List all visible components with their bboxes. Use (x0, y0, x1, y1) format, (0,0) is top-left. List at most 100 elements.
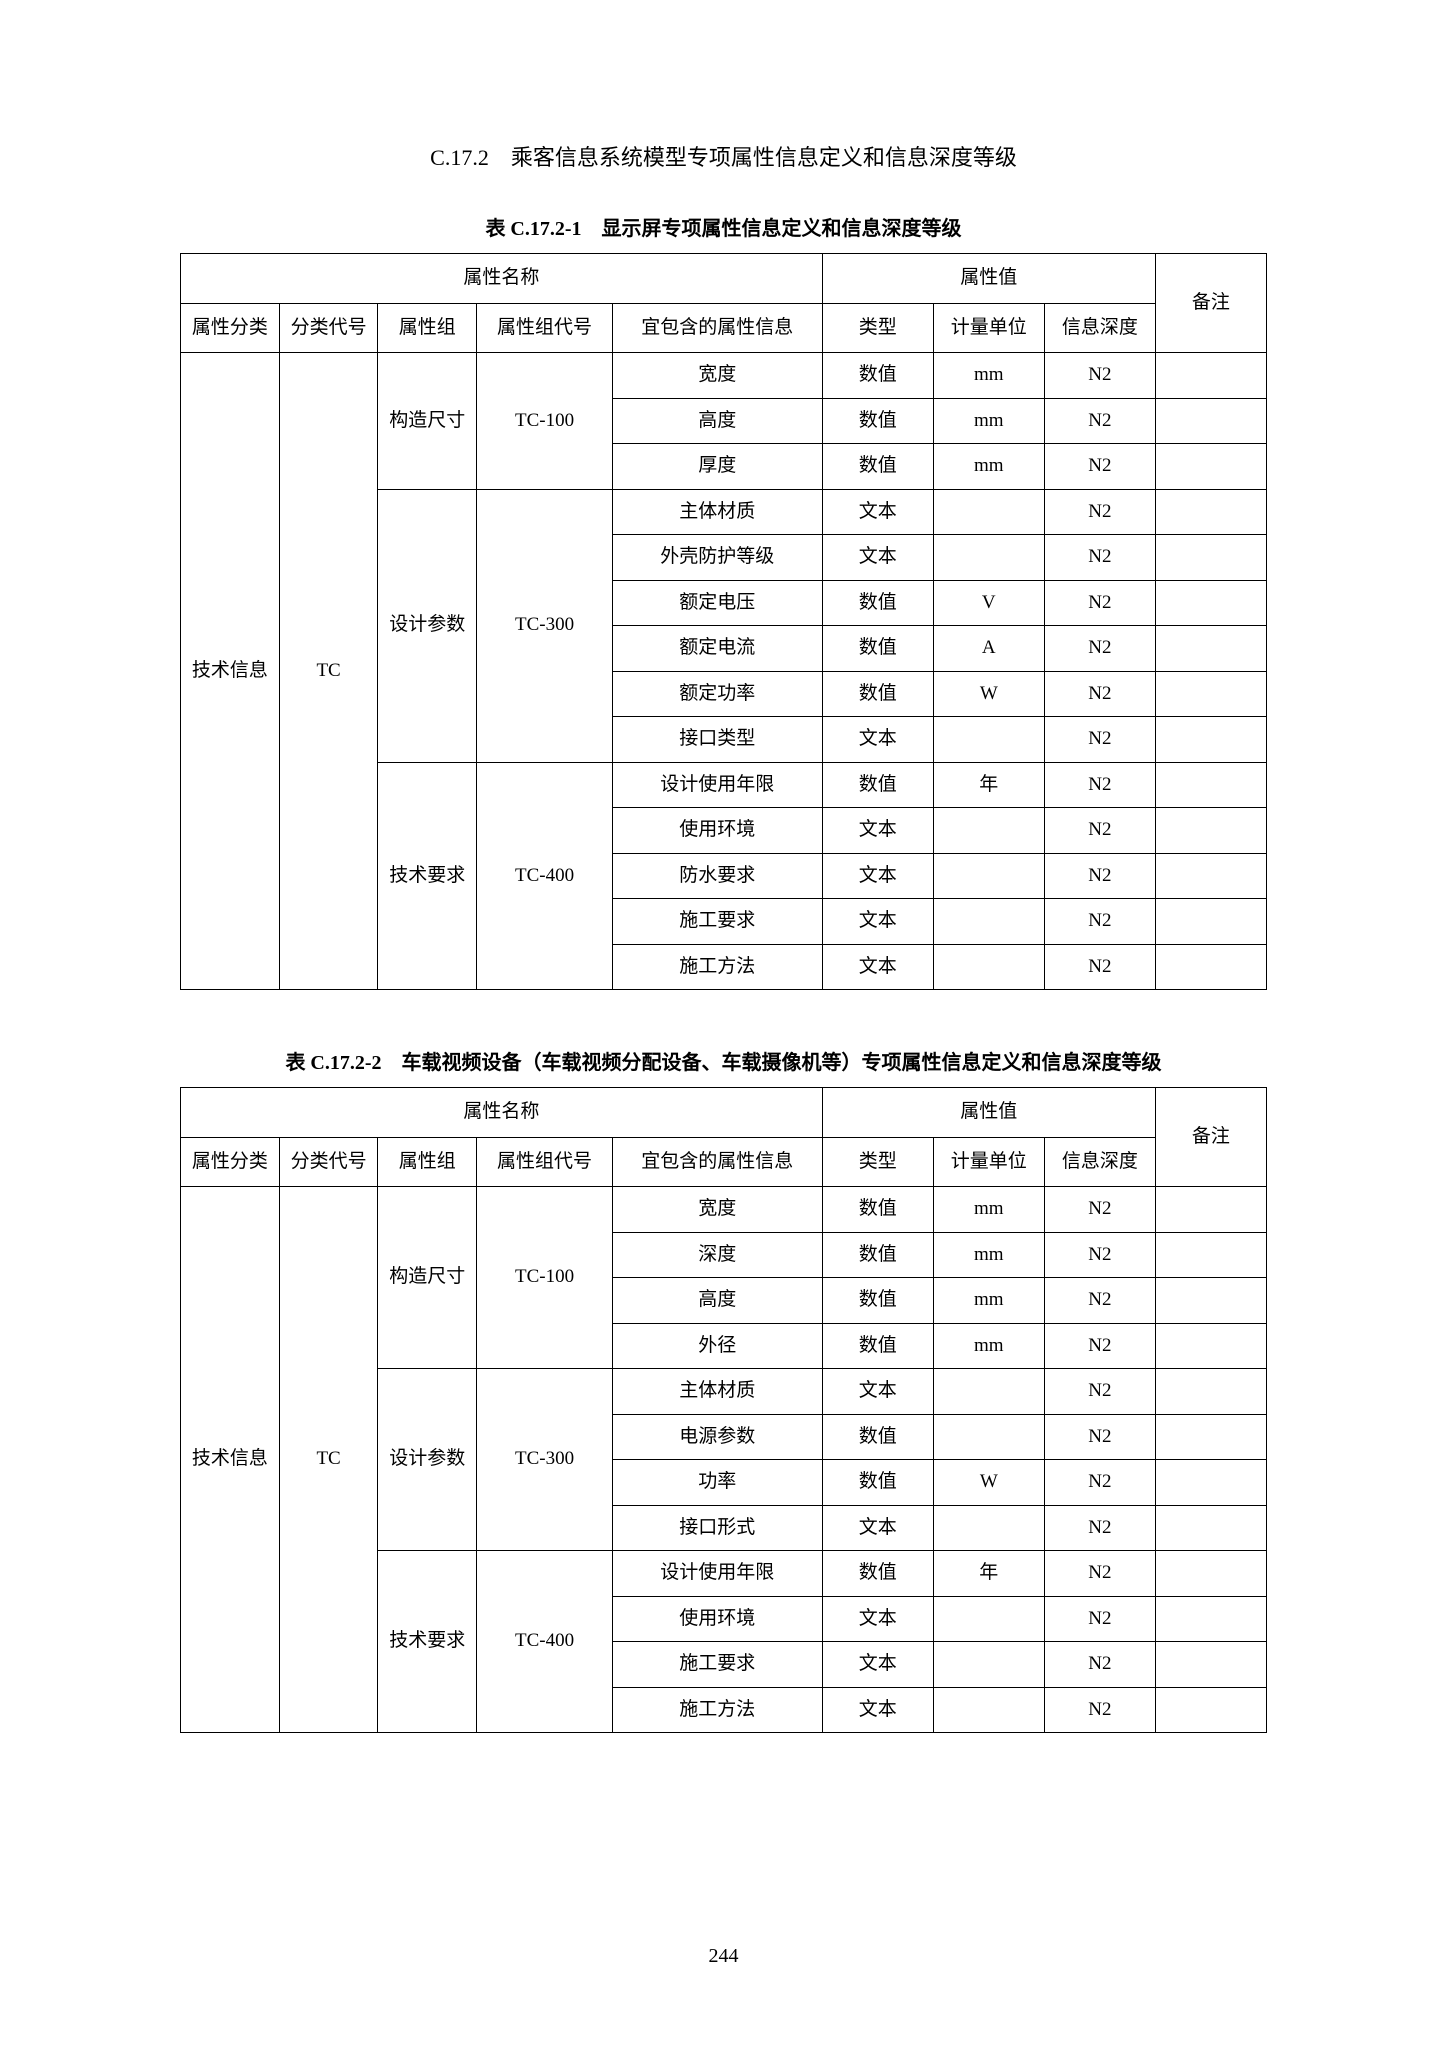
cell-remark (1155, 944, 1266, 990)
header-attr-value: 属性值 (822, 1088, 1155, 1138)
cell-depth: N2 (1044, 1551, 1155, 1597)
table2: 属性名称 属性值 备注 属性分类 分类代号 属性组 属性组代号 宜包含的属性信息… (180, 1087, 1267, 1733)
cell-prop: 接口类型 (612, 717, 822, 763)
cell-prop: 施工要求 (612, 1642, 822, 1688)
cell-depth: N2 (1044, 626, 1155, 672)
cell-group-name: 构造尺寸 (378, 353, 477, 490)
cell-type: 数值 (822, 444, 933, 490)
cell-prop: 高度 (612, 1278, 822, 1324)
cell-depth: N2 (1044, 899, 1155, 945)
cell-type: 文本 (822, 535, 933, 581)
cell-remark (1155, 1687, 1266, 1733)
cell-unit (933, 717, 1044, 763)
cell-depth: N2 (1044, 944, 1155, 990)
header-attr-value: 属性值 (822, 254, 1155, 304)
header-attr-name: 属性名称 (181, 254, 823, 304)
cell-prop: 宽度 (612, 353, 822, 399)
cell-unit (933, 944, 1044, 990)
cell-unit: 年 (933, 762, 1044, 808)
header-unit: 计量单位 (933, 1137, 1044, 1187)
cell-remark (1155, 1187, 1266, 1233)
cell-type: 数值 (822, 353, 933, 399)
header-unit: 计量单位 (933, 303, 1044, 353)
header-group-code: 属性组代号 (477, 303, 613, 353)
cell-unit (933, 1596, 1044, 1642)
cell-type: 数值 (822, 1323, 933, 1369)
cell-unit (933, 899, 1044, 945)
cell-remark (1155, 626, 1266, 672)
cell-depth: N2 (1044, 353, 1155, 399)
cell-remark (1155, 489, 1266, 535)
page-number: 244 (0, 1945, 1447, 1968)
header-contained: 宜包含的属性信息 (612, 1137, 822, 1187)
cell-class-code: TC (279, 353, 378, 990)
table-row: 技术信息 TC 构造尺寸 TC-100 宽度 数值 mm N2 (181, 353, 1267, 399)
cell-unit: mm (933, 1323, 1044, 1369)
cell-type: 文本 (822, 717, 933, 763)
cell-prop: 功率 (612, 1460, 822, 1506)
cell-remark (1155, 1596, 1266, 1642)
cell-remark (1155, 1642, 1266, 1688)
cell-depth: N2 (1044, 853, 1155, 899)
cell-remark (1155, 580, 1266, 626)
table-row: 属性分类 分类代号 属性组 属性组代号 宜包含的属性信息 类型 计量单位 信息深… (181, 1137, 1267, 1187)
cell-unit (933, 1642, 1044, 1688)
table2-caption: 表 C.17.2-2 车载视频设备（车载视频分配设备、车载摄像机等）专项属性信息… (180, 1046, 1267, 1075)
cell-prop: 厚度 (612, 444, 822, 490)
header-attr-name: 属性名称 (181, 1088, 823, 1138)
header-remark: 备注 (1155, 254, 1266, 353)
cell-group-name: 设计参数 (378, 1369, 477, 1551)
cell-unit: W (933, 1460, 1044, 1506)
header-remark: 备注 (1155, 1088, 1266, 1187)
cell-unit (933, 535, 1044, 581)
cell-unit: mm (933, 444, 1044, 490)
cell-remark (1155, 853, 1266, 899)
cell-remark (1155, 535, 1266, 581)
cell-group-name: 设计参数 (378, 489, 477, 762)
cell-prop: 外壳防护等级 (612, 535, 822, 581)
cell-group-code: TC-100 (477, 1187, 613, 1369)
cell-remark (1155, 717, 1266, 763)
cell-prop: 使用环境 (612, 1596, 822, 1642)
cell-remark (1155, 808, 1266, 854)
cell-unit (933, 1369, 1044, 1415)
cell-type: 数值 (822, 1232, 933, 1278)
cell-type: 数值 (822, 1414, 933, 1460)
cell-unit (933, 1687, 1044, 1733)
cell-type: 数值 (822, 1278, 933, 1324)
cell-remark (1155, 1278, 1266, 1324)
cell-type: 文本 (822, 1369, 933, 1415)
cell-depth: N2 (1044, 398, 1155, 444)
cell-type: 数值 (822, 398, 933, 444)
cell-prop: 高度 (612, 398, 822, 444)
cell-prop: 深度 (612, 1232, 822, 1278)
cell-type: 数值 (822, 1460, 933, 1506)
cell-remark (1155, 1232, 1266, 1278)
cell-remark (1155, 1551, 1266, 1597)
cell-type: 文本 (822, 1505, 933, 1551)
cell-depth: N2 (1044, 580, 1155, 626)
cell-depth: N2 (1044, 1414, 1155, 1460)
cell-depth: N2 (1044, 1369, 1155, 1415)
cell-type: 数值 (822, 580, 933, 626)
cell-type: 文本 (822, 1687, 933, 1733)
cell-unit (933, 1414, 1044, 1460)
cell-attr-class: 技术信息 (181, 353, 280, 990)
cell-depth: N2 (1044, 762, 1155, 808)
cell-type: 文本 (822, 853, 933, 899)
cell-unit: W (933, 671, 1044, 717)
cell-depth: N2 (1044, 1232, 1155, 1278)
cell-prop: 设计使用年限 (612, 1551, 822, 1597)
cell-unit (933, 853, 1044, 899)
cell-prop: 施工方法 (612, 944, 822, 990)
cell-group-code: TC-100 (477, 353, 613, 490)
cell-depth: N2 (1044, 671, 1155, 717)
cell-remark (1155, 671, 1266, 717)
table1: 属性名称 属性值 备注 属性分类 分类代号 属性组 属性组代号 宜包含的属性信息… (180, 253, 1267, 990)
cell-unit: mm (933, 1232, 1044, 1278)
cell-type: 数值 (822, 671, 933, 717)
header-group-code: 属性组代号 (477, 1137, 613, 1187)
cell-depth: N2 (1044, 1596, 1155, 1642)
cell-type: 数值 (822, 1551, 933, 1597)
header-type: 类型 (822, 303, 933, 353)
